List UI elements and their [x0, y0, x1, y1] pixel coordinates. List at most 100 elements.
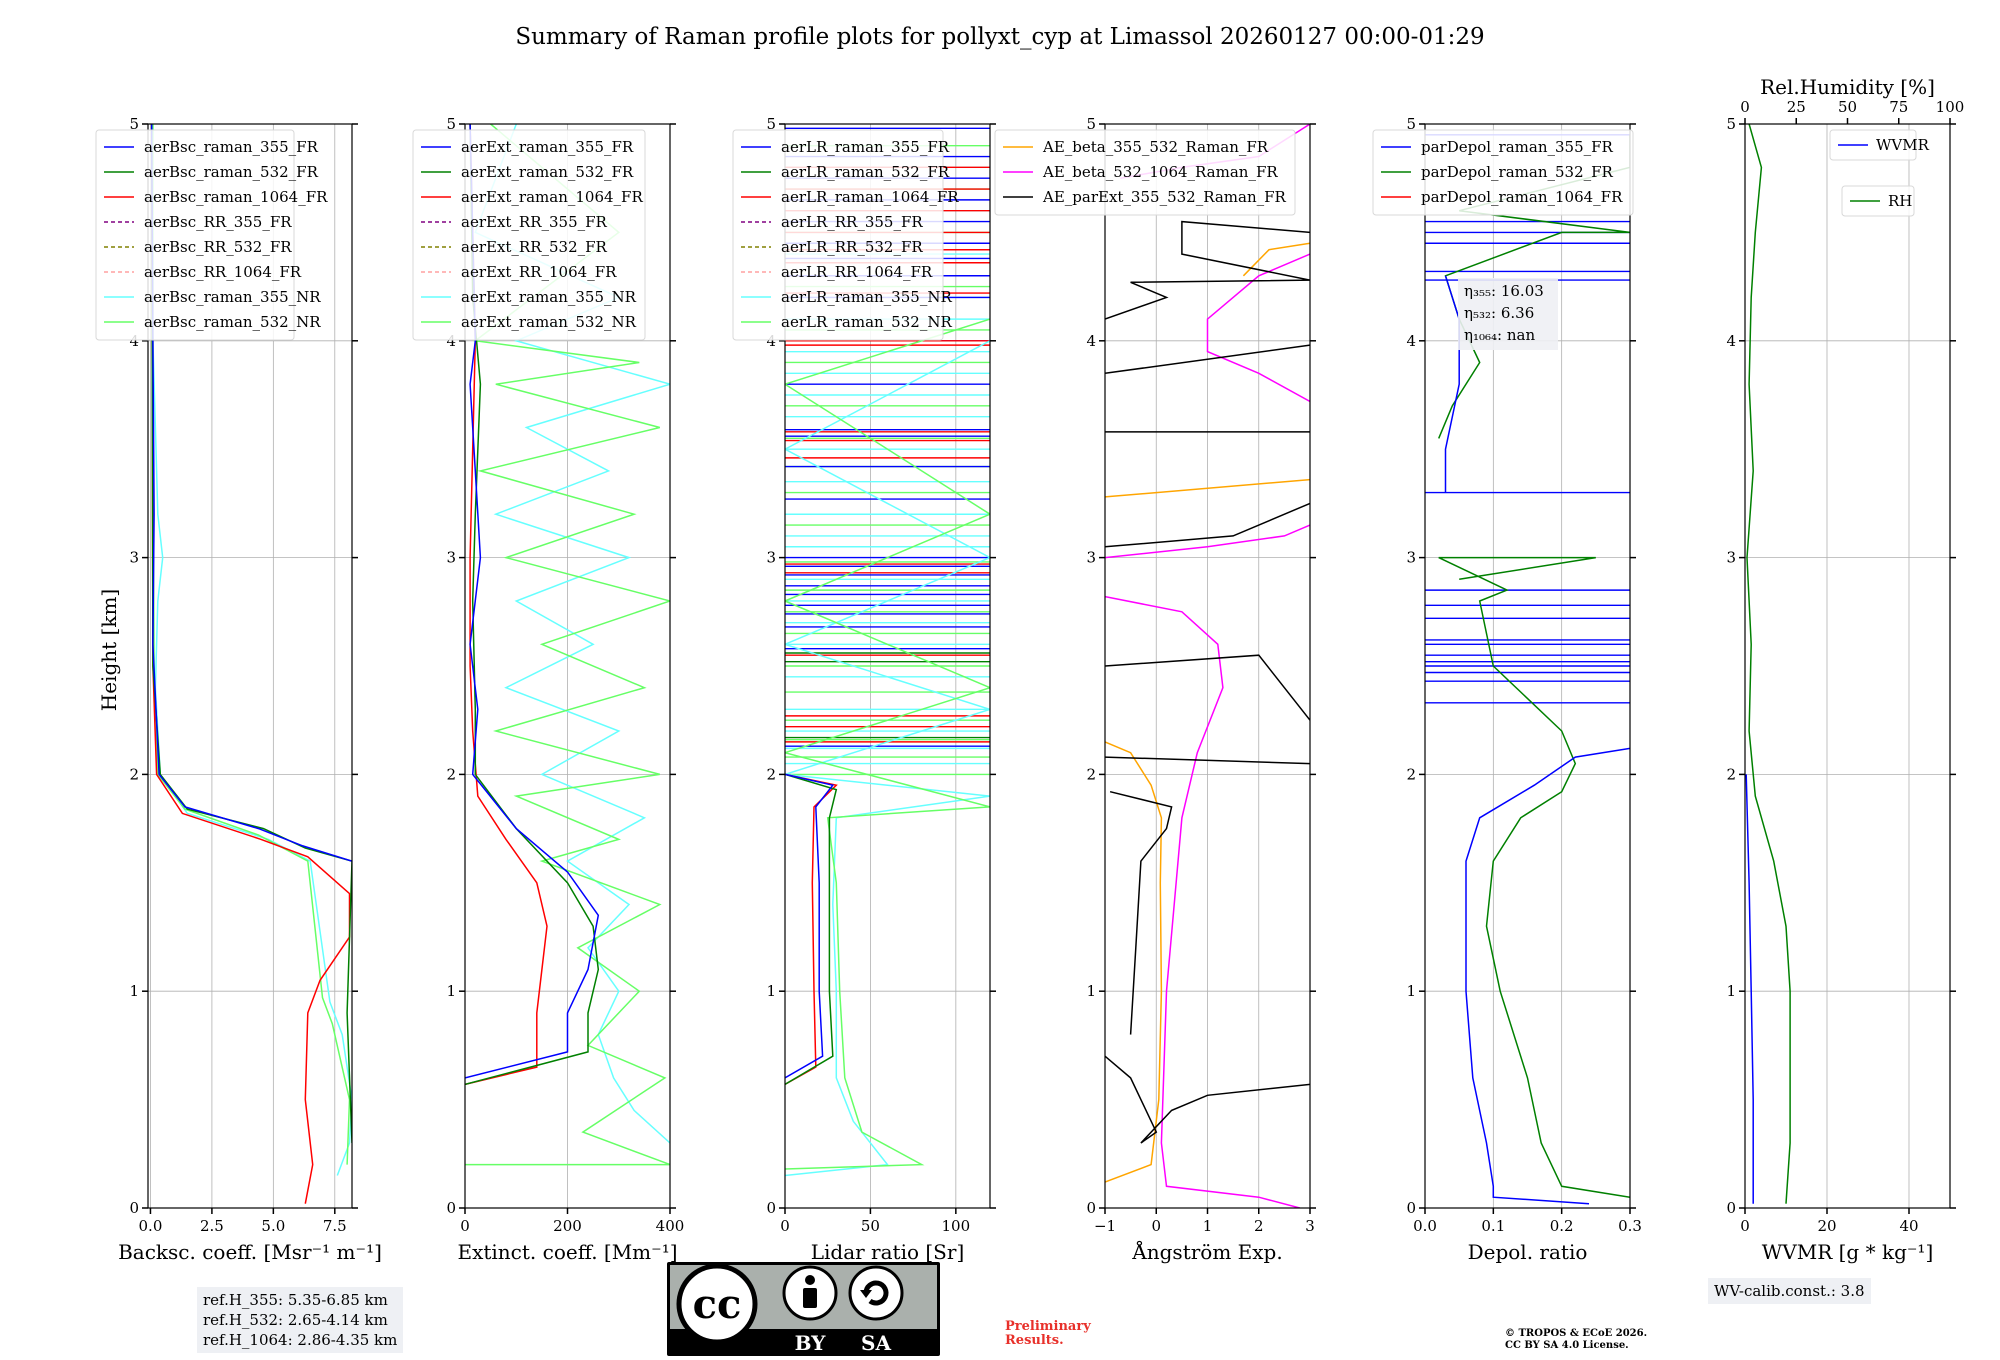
preliminary-line-1: Preliminary: [1005, 1319, 1091, 1334]
x-axis-label: WVMR [g * kg⁻¹]: [1762, 1240, 1934, 1264]
y-tick-label: 1: [1086, 982, 1096, 1000]
x-axis-label: Lidar ratio [Sr]: [811, 1240, 965, 1264]
legend-label: aerExt_RR_355_FR: [461, 213, 608, 231]
legend-label: aerLR_raman_355_NR: [781, 288, 952, 306]
legend-label: aerExt_raman_1064_FR: [461, 188, 643, 206]
preliminary-line-2: Results.: [1005, 1333, 1064, 1348]
legend-label: RH: [1888, 192, 1912, 210]
x-tick-label: 7.5: [323, 1217, 347, 1235]
data-layer-wv: [1745, 124, 1791, 1204]
x-tick-label: 3: [1305, 1217, 1315, 1235]
eta-annotation-line: η₃₅₅: 16.03: [1464, 282, 1544, 300]
legend-label: AE_beta_532_1064_Raman_FR: [1042, 163, 1278, 181]
data-layer-bsc: [150, 124, 352, 1204]
top-x-tick-label: 100: [1936, 98, 1965, 116]
chart-panel-bsc: 0 1 2 3 4 5 0.0 2.5 5.0 7.5 Backsc. coeff. [Msr⁻¹ …: [95, 115, 382, 1264]
y-tick-label: 2: [1726, 765, 1736, 783]
x-tick-label: 40: [1899, 1217, 1918, 1235]
legend-bsc: aerBsc_raman_355_FR aerBsc_raman_532_FRae…: [95, 129, 328, 341]
legend-dep: parDepol_raman_355_FR parDepol_raman_532_…: [1372, 129, 1634, 216]
cc-by-sa-badge: cc BY SA: [667, 1262, 940, 1356]
y-tick-label: 4: [446, 332, 456, 350]
eta-annotation-line: η₁₀₆₄: nan: [1464, 326, 1535, 344]
series-line-AE_beta_532_1064_Raman_FR: [1105, 595, 1300, 1208]
cc-logo-text: cc: [693, 1281, 742, 1328]
legend-label: aerLR_raman_532_NR: [781, 313, 952, 331]
data-layer-ae: [1105, 124, 1310, 1208]
data-layer-dep: [1425, 134, 1630, 1205]
plot-frame: [1424, 123, 1631, 1209]
plot-frame: [147, 123, 353, 1209]
series-line-AE_parExt_355_532_Raman_FR_g: [1105, 344, 1310, 375]
series-line-RH: [1746, 124, 1791, 1204]
share-alike-icon: [848, 1265, 904, 1321]
x-tick-label: 2: [1254, 1217, 1264, 1235]
x-tick-label: 0.3: [1618, 1217, 1642, 1235]
legend-lr: aerLR_raman_355_FR aerLR_raman_532_FR aerL…: [732, 129, 959, 341]
series-line-AE_parExt_355_532_Raman_FR_d: [1105, 654, 1310, 721]
legend-box: [1829, 129, 1917, 161]
top-x-tick-label: 75: [1889, 98, 1908, 116]
ref-height-1064: ref.H_1064: 2.86-4.35 km: [203, 1331, 398, 1349]
series-line-AE_beta_532_1064_Raman_FR_b: [1105, 524, 1310, 559]
series-line-AE_parExt_355_532_Raman_FR_c: [1105, 756, 1310, 765]
ref-height-532: ref.H_532: 2.65-4.14 km: [203, 1311, 388, 1329]
x-tick-label: 0.0: [1413, 1217, 1437, 1235]
x-tick-label: 20: [1817, 1217, 1836, 1235]
by-label: BY: [795, 1331, 827, 1355]
y-tick-label: 5: [1726, 115, 1736, 133]
copyright-line-2: CC BY SA 4.0 License.: [1505, 1340, 1629, 1351]
eta-annotation-box: [1458, 278, 1558, 350]
y-tick-label: 4: [129, 332, 139, 350]
legend-label: aerExt_raman_532_NR: [461, 313, 637, 331]
y-tick-label: 4: [766, 332, 776, 350]
series-line-aerBsc_raman_355_FR: [150, 124, 352, 862]
series-line-aerLR_raman_355_FR: [785, 773, 835, 1079]
x-tick-label: 0.0: [139, 1217, 163, 1235]
legend-box: [732, 129, 944, 341]
x-axis-label: Backsc. coeff. [Msr⁻¹ m⁻¹]: [118, 1240, 382, 1264]
legend-label: aerBsc_raman_1064_FR: [144, 188, 328, 206]
x-tick-label: 100: [942, 1217, 971, 1235]
x-axis-label: Ångström Exp.: [1131, 1239, 1282, 1264]
y-tick-label: 5: [446, 115, 456, 133]
legend-label: parDepol_raman_355_FR: [1421, 138, 1614, 156]
legend-label: aerLR_raman_1064_FR: [781, 188, 959, 206]
x-tick-label: 1: [1203, 1217, 1213, 1235]
x-tick-label: 0: [1740, 1217, 1750, 1235]
y-tick-label: 1: [766, 982, 776, 1000]
y-tick-label: 4: [1086, 332, 1096, 350]
y-tick-label: 3: [1086, 549, 1096, 567]
legend-label: aerLR_RR_532_FR: [781, 238, 923, 256]
legend-label: aerBsc_raman_532_NR: [144, 313, 321, 331]
copyright-note: © TROPOS & ECoE 2026. CC BY SA 4.0 Licen…: [1505, 1328, 1647, 1352]
legend-label: AE_beta_355_532_Raman_FR: [1042, 138, 1269, 156]
y-tick-label: 2: [766, 765, 776, 783]
x-tick-label: 400: [656, 1217, 685, 1235]
legend-label: aerLR_raman_532_FR: [781, 163, 950, 181]
y-tick-label: 1: [129, 982, 139, 1000]
legend-label: aerExt_raman_355_NR: [461, 288, 637, 306]
legend-label: aerLR_RR_355_FR: [781, 213, 923, 231]
legend-ext: aerExt_raman_355_FR aerExt_raman_532_FRae…: [412, 129, 646, 341]
y-tick-label: 0: [1726, 1199, 1736, 1217]
sa-label: SA: [861, 1331, 891, 1355]
plot-frame: [784, 123, 991, 1209]
series-line-AE_beta_355_532_Raman_FR_b: [1105, 478, 1310, 498]
series-line-AE_beta_355_532_Raman_FR_c: [1242, 242, 1310, 277]
y-tick-label: 3: [766, 549, 776, 567]
legend-label: aerLR_raman_355_FR: [781, 138, 950, 156]
legend-label: aerExt_RR_532_FR: [461, 238, 608, 256]
series-line-aerExt_raman_532_FR: [465, 124, 600, 1086]
y-tick-label: 1: [1406, 982, 1416, 1000]
eta-annotation-line: η₅₃₂: 6.36: [1464, 304, 1534, 322]
y-tick-label: 5: [1406, 115, 1416, 133]
legend-label: aerBsc_RR_1064_FR: [144, 263, 302, 281]
reference-height-box: ref.H_355: 5.35-6.85 km ref.H_532: 2.65-…: [197, 1287, 404, 1353]
x-tick-label: −1: [1094, 1217, 1116, 1235]
y-tick-label: 5: [766, 115, 776, 133]
plot-frame: [1744, 123, 1951, 1209]
y-tick-label: 3: [1726, 549, 1736, 567]
y-tick-label: 4: [1406, 332, 1416, 350]
